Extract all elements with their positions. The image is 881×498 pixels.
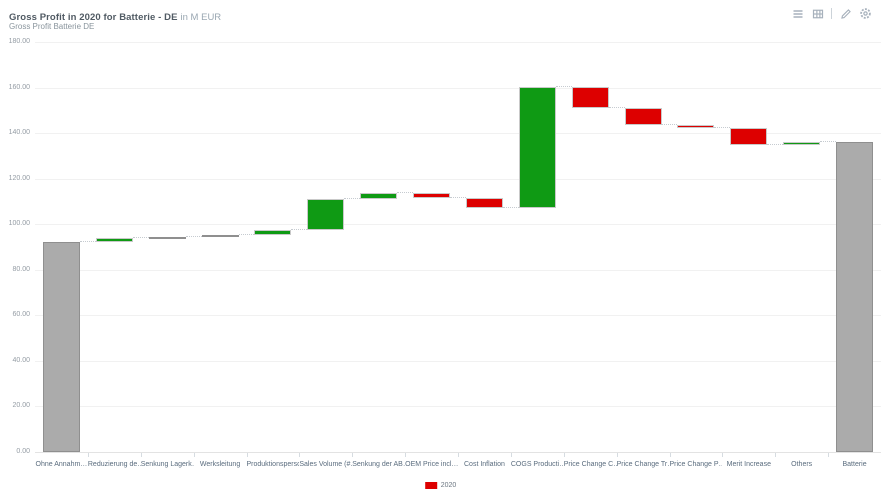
chart-subtitle: Gross Profit Batterie DE xyxy=(9,22,95,31)
legend-label: 2020 xyxy=(440,482,457,489)
y-axis-label-120: 120.00 xyxy=(8,174,30,182)
gridline-140 xyxy=(35,133,881,135)
x-axis-label-3: Werksleitung xyxy=(199,461,241,468)
connector-8 xyxy=(450,196,466,198)
bar-merit-increase[interactable] xyxy=(730,128,768,146)
bar-senkung-lagerk[interactable] xyxy=(148,237,186,240)
x-axis-label-6: Senkung der AB… xyxy=(352,461,406,468)
x-axis-tick-10 xyxy=(563,453,565,457)
legend-swatch xyxy=(424,482,437,489)
connector-12 xyxy=(661,124,678,126)
y-axis-label-40: 40.00 xyxy=(12,356,30,364)
x-axis-tick-2 xyxy=(140,453,142,457)
y-axis-label-0: 0.00 xyxy=(16,448,30,455)
bar-price-change-p[interactable] xyxy=(677,125,715,129)
x-axis-tick-13 xyxy=(722,453,724,457)
connector-4 xyxy=(238,234,255,236)
connector-15 xyxy=(820,140,837,142)
x-axis-label-4: Produktionsperson… xyxy=(246,461,300,468)
settings-icon[interactable] xyxy=(859,7,872,20)
x-axis-tick-3 xyxy=(193,453,195,457)
x-axis-label-5: Sales Volume (#… xyxy=(299,461,353,468)
x-axis-tick-12 xyxy=(669,453,671,457)
connector-3 xyxy=(185,236,202,238)
x-axis-label-14: Others xyxy=(791,461,813,468)
chart-title-unit: in M EUR xyxy=(180,12,222,23)
gridline-0 xyxy=(35,452,881,453)
bar-werksleitung[interactable] xyxy=(201,235,239,238)
x-axis-tick-9 xyxy=(510,453,512,457)
y-axis-label-100: 100.00 xyxy=(8,220,30,228)
x-axis-tick-11 xyxy=(616,453,618,457)
page-title: Gross Profit in 2020 for Batterie - DE in… xyxy=(9,7,221,25)
y-axis-label-60: 60.00 xyxy=(12,311,30,319)
tile-toolbar xyxy=(791,7,872,20)
x-axis-label-0: Ohne Annahm… xyxy=(35,461,88,468)
x-axis-label-9: COGS Producti… xyxy=(510,461,564,468)
toolbar-divider xyxy=(831,8,832,19)
gridline-160 xyxy=(35,87,881,89)
table-icon[interactable] xyxy=(811,7,824,20)
x-axis-label-1: Reduzierung de… xyxy=(87,461,141,468)
x-axis-tick-6 xyxy=(352,453,354,457)
connector-6 xyxy=(344,198,361,200)
x-axis-tick-4 xyxy=(246,453,248,457)
gridline-20 xyxy=(35,406,881,408)
y-axis-label-180: 180.00 xyxy=(8,38,30,45)
x-axis-label-7: OEM Price incl… xyxy=(405,461,458,468)
gridline-60 xyxy=(35,315,881,317)
gridline-80 xyxy=(35,269,881,271)
bar-ohne-annahm[interactable] xyxy=(42,242,80,452)
bar-produktionsperson[interactable] xyxy=(254,230,292,236)
bar-cost-inflation[interactable] xyxy=(465,197,503,209)
connector-7 xyxy=(397,191,414,193)
connector-13 xyxy=(714,127,731,129)
x-axis-label-15: Batterie xyxy=(842,461,867,468)
connector-1 xyxy=(79,241,96,243)
connector-5 xyxy=(291,229,308,231)
connector-2 xyxy=(132,236,149,238)
gridline-100 xyxy=(35,224,881,226)
bar-price-change-c[interactable] xyxy=(571,86,609,108)
bar-cogs-producti[interactable] xyxy=(518,86,556,209)
bar-batterie[interactable] xyxy=(836,141,874,452)
gridline-180 xyxy=(35,42,881,43)
gridline-40 xyxy=(35,360,881,362)
bar-sales-volume[interactable] xyxy=(307,199,345,231)
x-axis-label-11: Price Change Tr… xyxy=(616,461,670,468)
bar-oem-price-incl[interactable] xyxy=(413,192,451,198)
x-axis-tick-5 xyxy=(299,453,301,457)
x-axis-tick-7 xyxy=(405,453,407,457)
bar-others[interactable] xyxy=(783,141,821,146)
x-axis-tick-14 xyxy=(775,453,777,457)
x-axis-label-10: Price Change C… xyxy=(563,461,617,468)
x-axis-label-2: Senkung Lagerk… xyxy=(140,461,194,468)
connector-11 xyxy=(608,106,625,108)
x-axis-label-13: Merit Increase xyxy=(726,461,771,468)
y-axis-label-140: 140.00 xyxy=(8,129,30,137)
bar-price-change-tr[interactable] xyxy=(624,107,662,126)
x-axis-tick-1 xyxy=(87,453,89,457)
y-axis-label-160: 160.00 xyxy=(8,83,30,91)
y-axis-label-20: 20.00 xyxy=(12,402,30,410)
gridline-120 xyxy=(35,178,881,180)
y-axis-label-80: 80.00 xyxy=(12,265,30,273)
connector-14 xyxy=(767,144,784,146)
bar-senkung-der-ab[interactable] xyxy=(360,192,398,200)
x-axis-label-8: Cost Inflation xyxy=(464,461,505,468)
legend-item-2020[interactable]: 2020 xyxy=(424,482,457,489)
edit-icon[interactable] xyxy=(839,7,852,20)
connector-9 xyxy=(502,207,519,209)
x-axis-tick-15 xyxy=(828,453,830,457)
x-axis-tick-8 xyxy=(458,453,459,457)
bar-reduzierung-de[interactable] xyxy=(95,237,133,243)
connector-10 xyxy=(555,85,572,87)
x-axis-label-12: Price Change P… xyxy=(669,461,723,468)
menu-icon[interactable] xyxy=(791,7,804,20)
chart-title: Gross Profit in 2020 for Batterie - DE xyxy=(9,12,178,23)
